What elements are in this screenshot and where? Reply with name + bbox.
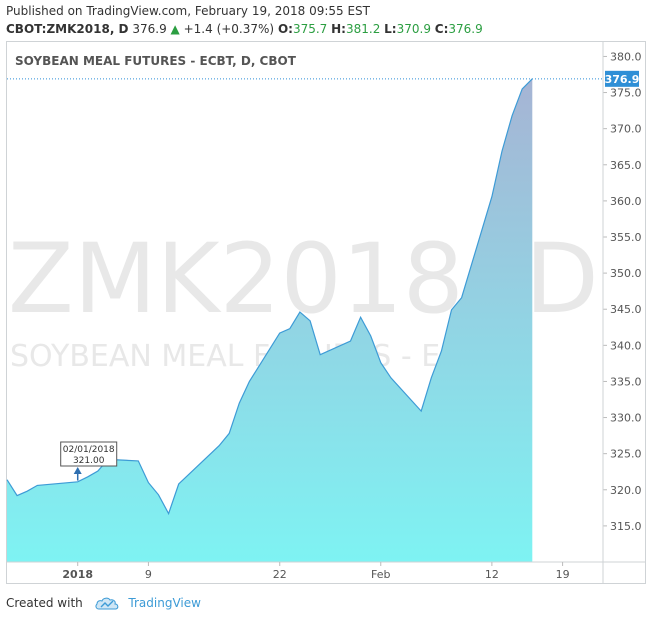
y-tick-label: 370.0 [610,123,642,136]
y-tick-label: 350.0 [610,267,642,280]
y-tick-label: 375.0 [610,87,642,100]
open-value: 375.7 [292,22,328,36]
x-tick-label: 22 [273,568,287,581]
x-tick-label: 12 [485,568,499,581]
y-tick-label: 320.0 [610,484,642,497]
annotation-arrow-head-icon [73,467,82,474]
x-tick-label: 19 [556,568,570,581]
y-tick-label: 355.0 [610,231,642,244]
y-tick-label: 335.0 [610,375,642,388]
last-price: 376.9 [132,22,167,36]
last-price-badge-label: 376.9 [605,73,640,86]
price-change: +1.4 (+0.37%) [183,22,275,36]
annotation-box[interactable] [60,441,118,467]
symbol-label: CBOT:ZMK2018, D [6,22,129,36]
y-tick-label: 345.0 [610,303,642,316]
high-label: H: [331,22,346,36]
y-tick-label: 340.0 [610,339,642,352]
chart-frame [6,41,646,584]
tradingview-link[interactable]: TradingView [128,596,201,610]
footer: Created with TradingView [6,596,201,611]
low-value: 370.9 [396,22,431,36]
chart-title: SOYBEAN MEAL FUTURES - ECBT, D, CBOT [15,54,297,68]
created-with-label: Created with [6,596,83,610]
published-note: Published on TradingView.com, February 1… [6,4,370,18]
tradingview-cloud-icon[interactable] [95,597,119,611]
annotation-value: 321.00 [73,456,105,466]
annotation-date: 02/01/2018 [63,445,115,455]
x-tick-label: Feb [371,568,390,581]
last-price-badge [605,70,639,87]
open-label: O: [277,22,293,36]
up-arrow-icon: ▲ [170,22,180,36]
y-tick-label: 325.0 [610,448,642,461]
y-tick-label: 315.0 [610,520,642,533]
low-label: L: [384,22,397,36]
x-tick-label: 9 [145,568,152,581]
area-fill [7,78,533,563]
y-tick-label: 365.0 [610,159,642,172]
close-label: C: [434,22,449,36]
y-tick-label: 380.0 [610,50,642,63]
close-value: 376.9 [448,22,483,36]
x-tick-label: 2018 [62,568,93,581]
quote-line: CBOT:ZMK2018, D 376.9 ▲ +1.4 (+0.37%) O:… [6,22,483,36]
high-value: 381.2 [345,22,381,36]
y-tick-label: 360.0 [610,195,642,208]
watermark-description: SOYBEAN MEAL FUTURES - ECBT [10,339,501,374]
y-tick-label: 330.0 [610,412,642,425]
